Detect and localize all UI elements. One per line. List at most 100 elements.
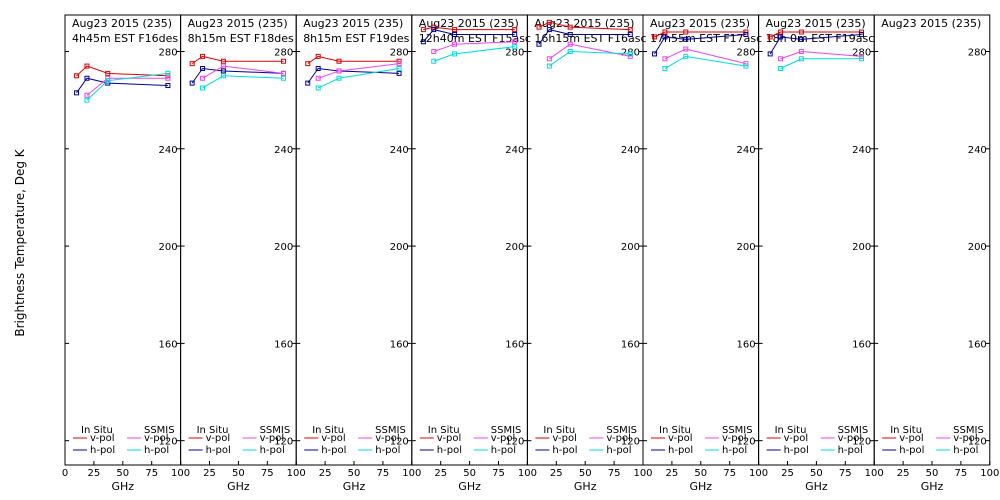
x-axis-label: GHz xyxy=(921,480,944,493)
legend-ssmis-v-pol-label: v-pol xyxy=(260,433,285,444)
series-line-insitu-v xyxy=(307,55,400,65)
legend-ssmis-h-pol-label: h-pol xyxy=(144,445,169,456)
legend-insitu-h-pol-label: h-pol xyxy=(784,445,809,456)
panel-8: 120 160 200 240 280 25 50 75 100 GHz Aug23 2015 (2… xyxy=(873,14,999,493)
legend-ssmis-v-pol-label: v-pol xyxy=(375,433,400,444)
panel-frame xyxy=(642,14,760,466)
legend-insitu-h-pol-label: h-pol xyxy=(321,445,346,456)
data-point-insitu-h xyxy=(662,34,668,40)
y-tick-label: 200 xyxy=(621,242,640,253)
data-point-ssmis-h xyxy=(165,70,171,76)
y-tick-label: 160 xyxy=(621,339,640,350)
series-line-ssmis-h xyxy=(780,58,862,69)
data-point-insitu-v xyxy=(627,27,633,33)
y-tick-label: 160 xyxy=(274,339,293,350)
data-point-insitu-h xyxy=(189,80,195,86)
y-tick-label: 160 xyxy=(390,339,409,350)
x-tick-label: 75 xyxy=(955,468,968,479)
data-point-insitu-v xyxy=(315,53,321,59)
data-point-ssmis-h xyxy=(431,58,437,64)
legend-insitu-h-pol-label: h-pol xyxy=(90,445,115,456)
x-tick-label: 0 xyxy=(62,468,68,479)
legend-ssmis-h-pol-label: h-pol xyxy=(491,445,516,456)
panel-frame xyxy=(64,14,182,466)
series-line-ssmis-h xyxy=(549,50,631,67)
legend-in-situ-title: In Situ xyxy=(428,425,460,436)
data-point-ssmis-v xyxy=(336,68,342,74)
data-point-ssmis-v xyxy=(778,56,784,62)
y-tick-label: 240 xyxy=(274,145,293,156)
data-point-ssmis-h xyxy=(546,63,552,69)
x-tick-label: 75 xyxy=(608,468,621,479)
legend-insitu-h-pol-label: h-pol xyxy=(206,445,231,456)
series-line-ssmis-h xyxy=(202,75,284,89)
legend-in-situ-title: In Situ xyxy=(81,425,113,436)
legend-in-situ-title: In Situ xyxy=(775,425,807,436)
data-point-insitu-v xyxy=(652,34,658,40)
x-axis-label: GHz xyxy=(458,480,481,493)
legend-in-situ-title: In Situ xyxy=(312,425,344,436)
x-tick-label: 75 xyxy=(145,468,158,479)
legend-ssmis-title: SSMIS xyxy=(260,425,291,436)
panel-title: Aug23 2015 (235) xyxy=(534,17,634,30)
data-point-ssmis-v xyxy=(220,63,226,69)
series-line-ssmis-v xyxy=(317,63,400,79)
data-point-insitu-v xyxy=(189,61,195,67)
y-tick-label: 240 xyxy=(852,145,871,156)
legend-in-situ-title: In Situ xyxy=(197,425,229,436)
data-point-insitu-h xyxy=(536,41,542,47)
y-tick-label: 200 xyxy=(737,242,756,253)
data-point-insitu-h xyxy=(858,31,864,37)
data-point-insitu-h xyxy=(431,27,437,33)
x-tick-label: 50 xyxy=(926,468,939,479)
data-point-insitu-v xyxy=(778,29,784,35)
series-line-insitu-h xyxy=(76,77,168,94)
y-tick-label: 280 xyxy=(274,47,293,58)
data-point-insitu-v xyxy=(280,58,286,64)
y-tick-label: 120 xyxy=(159,437,178,448)
legend-insitu-v-pol-label: v-pol xyxy=(206,433,231,444)
data-point-insitu-v xyxy=(336,58,342,64)
y-tick-label: 160 xyxy=(159,339,178,350)
data-point-ssmis-v xyxy=(798,48,804,54)
y-tick-label: 280 xyxy=(390,47,409,58)
y-tick-label: 280 xyxy=(737,47,756,58)
data-point-insitu-v xyxy=(84,63,90,69)
x-tick-label: 100 xyxy=(518,468,537,479)
data-point-insitu-h xyxy=(200,66,206,72)
data-point-insitu-h xyxy=(627,31,633,37)
y-tick-label: 240 xyxy=(505,145,524,156)
series-line-insitu-v xyxy=(191,55,284,65)
legend-ssmis-h-pol-label: h-pol xyxy=(722,445,747,456)
data-point-ssmis-h xyxy=(220,73,226,79)
data-point-ssmis-v xyxy=(431,48,437,54)
y-tick-label: 160 xyxy=(505,339,524,350)
y-tick-label: 200 xyxy=(390,242,409,253)
x-axis-label: GHz xyxy=(690,480,713,493)
y-tick-label: 280 xyxy=(621,47,640,58)
panel-title: Aug23 2015 (235) xyxy=(188,17,288,30)
series-line-insitu-v xyxy=(538,21,631,31)
series-line-ssmis-h xyxy=(86,72,168,101)
x-tick-label: 100 xyxy=(402,468,421,479)
data-point-ssmis-v xyxy=(452,41,458,47)
data-point-insitu-v xyxy=(305,61,311,67)
data-point-insitu-v xyxy=(452,27,458,33)
legend-ssmis-h-pol-label: h-pol xyxy=(953,445,978,456)
panel-5: 120 160 200 240 280 25 50 75 100 GHz Aug23 2015 (2… xyxy=(526,14,653,493)
y-tick-label: 120 xyxy=(621,437,640,448)
data-point-ssmis-v xyxy=(200,75,206,81)
legend-in-situ-title: In Situ xyxy=(543,425,575,436)
data-point-ssmis-h xyxy=(396,66,402,72)
legend-insitu-v-pol-label: v-pol xyxy=(437,433,462,444)
y-tick-label: 240 xyxy=(968,145,987,156)
y-tick-label: 160 xyxy=(852,339,871,350)
data-point-ssmis-h xyxy=(683,53,689,59)
data-point-ssmis-h xyxy=(452,51,458,57)
data-point-ssmis-h xyxy=(200,85,206,91)
data-point-ssmis-v xyxy=(165,75,171,81)
